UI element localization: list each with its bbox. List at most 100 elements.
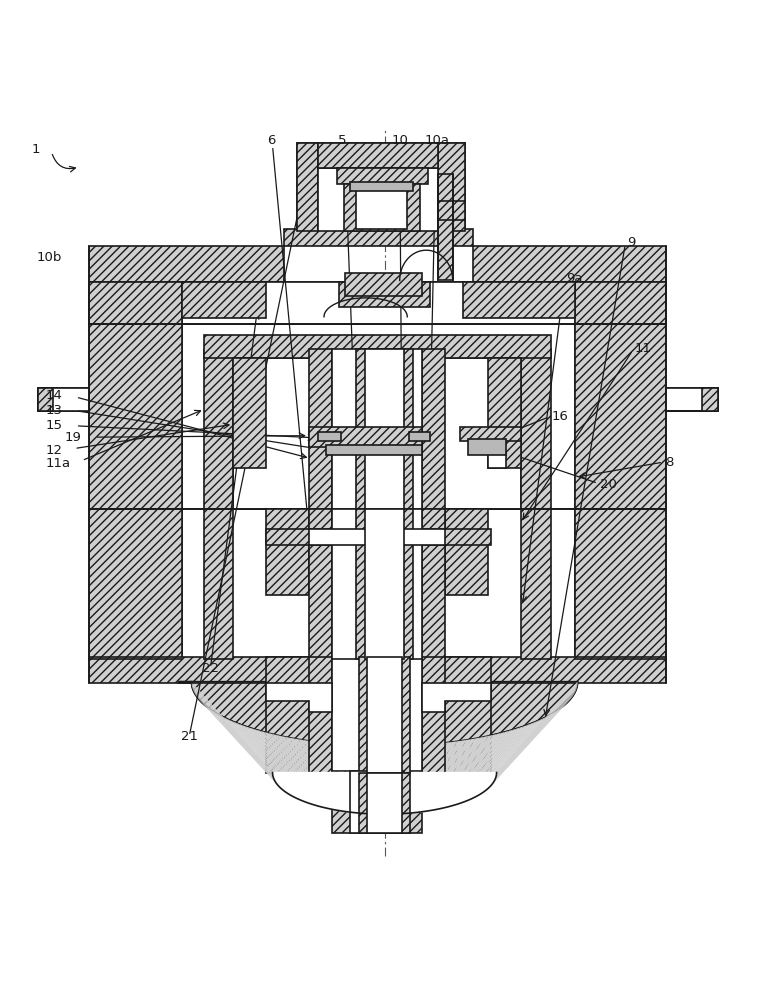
Polygon shape: [490, 702, 568, 787]
Polygon shape: [473, 246, 666, 282]
Polygon shape: [666, 388, 718, 411]
Bar: [182, 509, 575, 659]
Polygon shape: [484, 710, 559, 792]
Polygon shape: [200, 700, 278, 785]
Polygon shape: [478, 716, 549, 795]
Polygon shape: [494, 692, 575, 780]
Polygon shape: [38, 388, 89, 411]
Polygon shape: [235, 722, 300, 800]
Polygon shape: [357, 745, 371, 814]
Polygon shape: [372, 746, 380, 814]
Bar: [332, 349, 422, 509]
Polygon shape: [233, 358, 266, 468]
Polygon shape: [416, 743, 442, 813]
Polygon shape: [418, 743, 447, 812]
Polygon shape: [192, 682, 273, 774]
Text: 20: 20: [600, 478, 616, 491]
Text: 6: 6: [266, 134, 276, 147]
Polygon shape: [264, 732, 317, 806]
Polygon shape: [89, 282, 666, 324]
Polygon shape: [463, 726, 524, 802]
Polygon shape: [207, 706, 282, 790]
Polygon shape: [377, 746, 383, 814]
Polygon shape: [198, 698, 277, 784]
Bar: [438, 174, 453, 280]
Polygon shape: [459, 729, 516, 804]
Polygon shape: [203, 703, 280, 788]
Polygon shape: [204, 335, 551, 358]
Polygon shape: [575, 509, 666, 659]
Polygon shape: [294, 739, 335, 810]
Polygon shape: [303, 740, 340, 811]
Polygon shape: [359, 657, 410, 773]
Polygon shape: [521, 509, 551, 659]
Polygon shape: [488, 705, 565, 789]
Polygon shape: [229, 720, 296, 798]
Polygon shape: [440, 737, 484, 809]
Polygon shape: [480, 714, 551, 794]
Polygon shape: [493, 697, 572, 783]
Polygon shape: [249, 727, 308, 803]
Polygon shape: [392, 746, 403, 814]
Text: 12: 12: [45, 444, 62, 457]
Polygon shape: [223, 717, 292, 796]
Text: 15: 15: [45, 419, 62, 432]
Polygon shape: [429, 740, 466, 811]
Polygon shape: [473, 720, 540, 798]
Text: 9a: 9a: [566, 272, 583, 285]
Polygon shape: [89, 324, 182, 509]
Polygon shape: [359, 773, 410, 833]
Bar: [356, 185, 407, 229]
Text: 13: 13: [45, 404, 62, 417]
Polygon shape: [496, 688, 577, 778]
Polygon shape: [218, 714, 289, 794]
Polygon shape: [424, 741, 456, 812]
Text: 14: 14: [45, 389, 62, 402]
Polygon shape: [309, 427, 422, 447]
Polygon shape: [468, 439, 506, 455]
Bar: [233, 358, 521, 509]
Polygon shape: [450, 733, 501, 806]
Polygon shape: [497, 683, 578, 775]
Polygon shape: [204, 705, 281, 789]
Text: 10a: 10a: [425, 134, 450, 147]
Polygon shape: [193, 690, 274, 779]
Polygon shape: [422, 683, 491, 712]
Text: 1: 1: [32, 143, 40, 156]
Polygon shape: [356, 509, 413, 659]
Polygon shape: [309, 657, 332, 773]
Polygon shape: [422, 349, 445, 509]
Polygon shape: [494, 695, 573, 782]
Polygon shape: [178, 682, 578, 746]
Text: 10b: 10b: [36, 251, 62, 264]
Polygon shape: [213, 711, 286, 793]
Polygon shape: [438, 143, 465, 231]
Polygon shape: [407, 744, 428, 813]
Polygon shape: [192, 688, 273, 778]
Polygon shape: [332, 744, 357, 813]
Polygon shape: [337, 168, 428, 184]
Polygon shape: [362, 746, 374, 814]
Polygon shape: [257, 730, 313, 804]
Polygon shape: [356, 349, 413, 509]
Polygon shape: [463, 282, 575, 318]
Polygon shape: [192, 685, 273, 776]
Polygon shape: [197, 697, 276, 783]
Bar: [367, 657, 402, 773]
Polygon shape: [326, 445, 422, 455]
Polygon shape: [469, 722, 534, 800]
Polygon shape: [204, 349, 233, 509]
Polygon shape: [281, 736, 327, 808]
Polygon shape: [232, 721, 298, 799]
Text: 22: 22: [202, 662, 219, 675]
Polygon shape: [454, 731, 509, 805]
Polygon shape: [289, 738, 332, 809]
Polygon shape: [467, 724, 531, 801]
Text: 9: 9: [627, 236, 635, 249]
Polygon shape: [481, 713, 554, 793]
Polygon shape: [413, 744, 438, 813]
Polygon shape: [398, 745, 413, 814]
Bar: [367, 773, 402, 833]
Polygon shape: [483, 711, 556, 793]
Polygon shape: [245, 726, 306, 802]
